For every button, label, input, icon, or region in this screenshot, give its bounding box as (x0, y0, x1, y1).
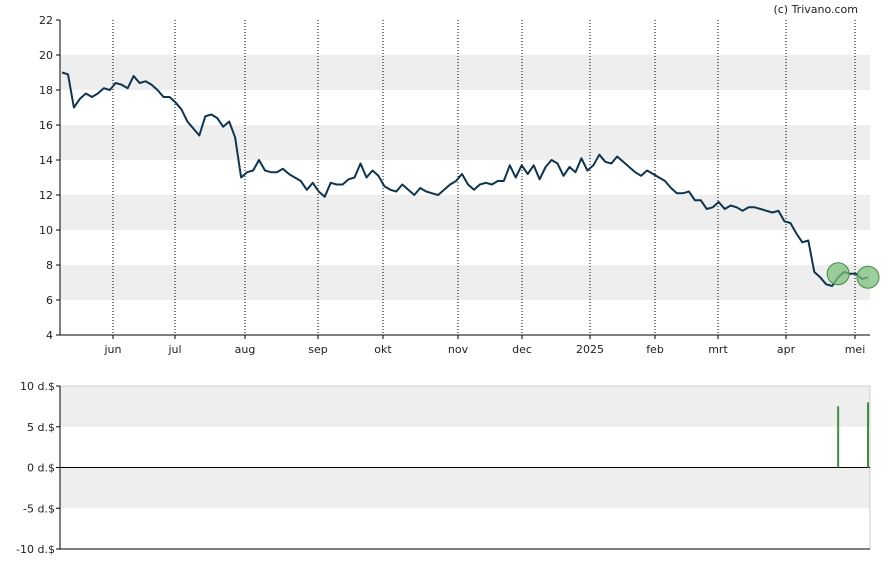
volume-chart-bands (60, 386, 870, 509)
ytick-label-14: 14 (39, 154, 53, 167)
xtick-label-feb: feb (646, 343, 664, 356)
vol-ytick-label-5: 5 d.$ (27, 421, 55, 434)
price-chart-x-ticks: jun jul aug sep okt nov dec 2025 feb mrt apr mei (104, 343, 866, 356)
vol-band-5 (60, 386, 870, 427)
xtick-label-jul: jul (167, 343, 181, 356)
band-10 (60, 195, 870, 230)
ytick-label-12: 12 (39, 189, 53, 202)
volume-chart-y-ticks: 10 d.$ 5 d.$ 0 d.$ -5 d.$ -10 d.$ (16, 380, 55, 556)
vol-ytick-label-10: 10 d.$ (20, 380, 55, 393)
price-line (61, 71, 869, 287)
xtick-label-mei: mei (845, 343, 866, 356)
volume-chart-bars (837, 402, 869, 468)
band-14 (60, 125, 870, 160)
ytick-label-18: 18 (39, 84, 53, 97)
band-18 (60, 55, 870, 90)
xtick-label-dec: dec (512, 343, 532, 356)
ytick-label-6: 6 (46, 294, 53, 307)
band-6 (60, 265, 870, 300)
price-chart-markers (826, 262, 880, 289)
price-chart-axis (56, 19, 870, 339)
xtick-label-apr: apr (777, 343, 796, 356)
xtick-label-mrt: mrt (708, 343, 728, 356)
vol-ytick-label--5: -5 d.$ (23, 502, 55, 515)
ytick-label-16: 16 (39, 119, 53, 132)
ytick-label-20: 20 (39, 49, 53, 62)
credit-text: (c) Trivano.com (773, 3, 858, 16)
vol-ytick-label--10: -10 d.$ (16, 543, 55, 556)
ytick-label-22: 22 (39, 14, 53, 27)
vol-band--5 (60, 467, 870, 509)
xtick-label-okt: okt (374, 343, 392, 356)
ytick-label-10: 10 (39, 224, 53, 237)
price-chart-bands (60, 55, 870, 300)
price-chart-y-ticks: 4 6 8 10 12 14 16 18 20 22 (39, 14, 53, 342)
xtick-label-sep: sep (308, 343, 327, 356)
vol-ytick-label-0: 0 d.$ (27, 462, 55, 475)
price-chart-line-group (61, 71, 869, 287)
ytick-label-4: 4 (46, 329, 53, 342)
xtick-label-2025: 2025 (576, 343, 604, 356)
xtick-label-nov: nov (448, 343, 469, 356)
ytick-label-8: 8 (46, 259, 53, 272)
volume-chart-axis (56, 385, 871, 550)
dividend-marker-1 (856, 265, 880, 289)
dividend-marker-0 (826, 262, 850, 286)
xtick-label-aug: aug (235, 343, 256, 356)
xtick-label-jun: jun (104, 343, 122, 356)
